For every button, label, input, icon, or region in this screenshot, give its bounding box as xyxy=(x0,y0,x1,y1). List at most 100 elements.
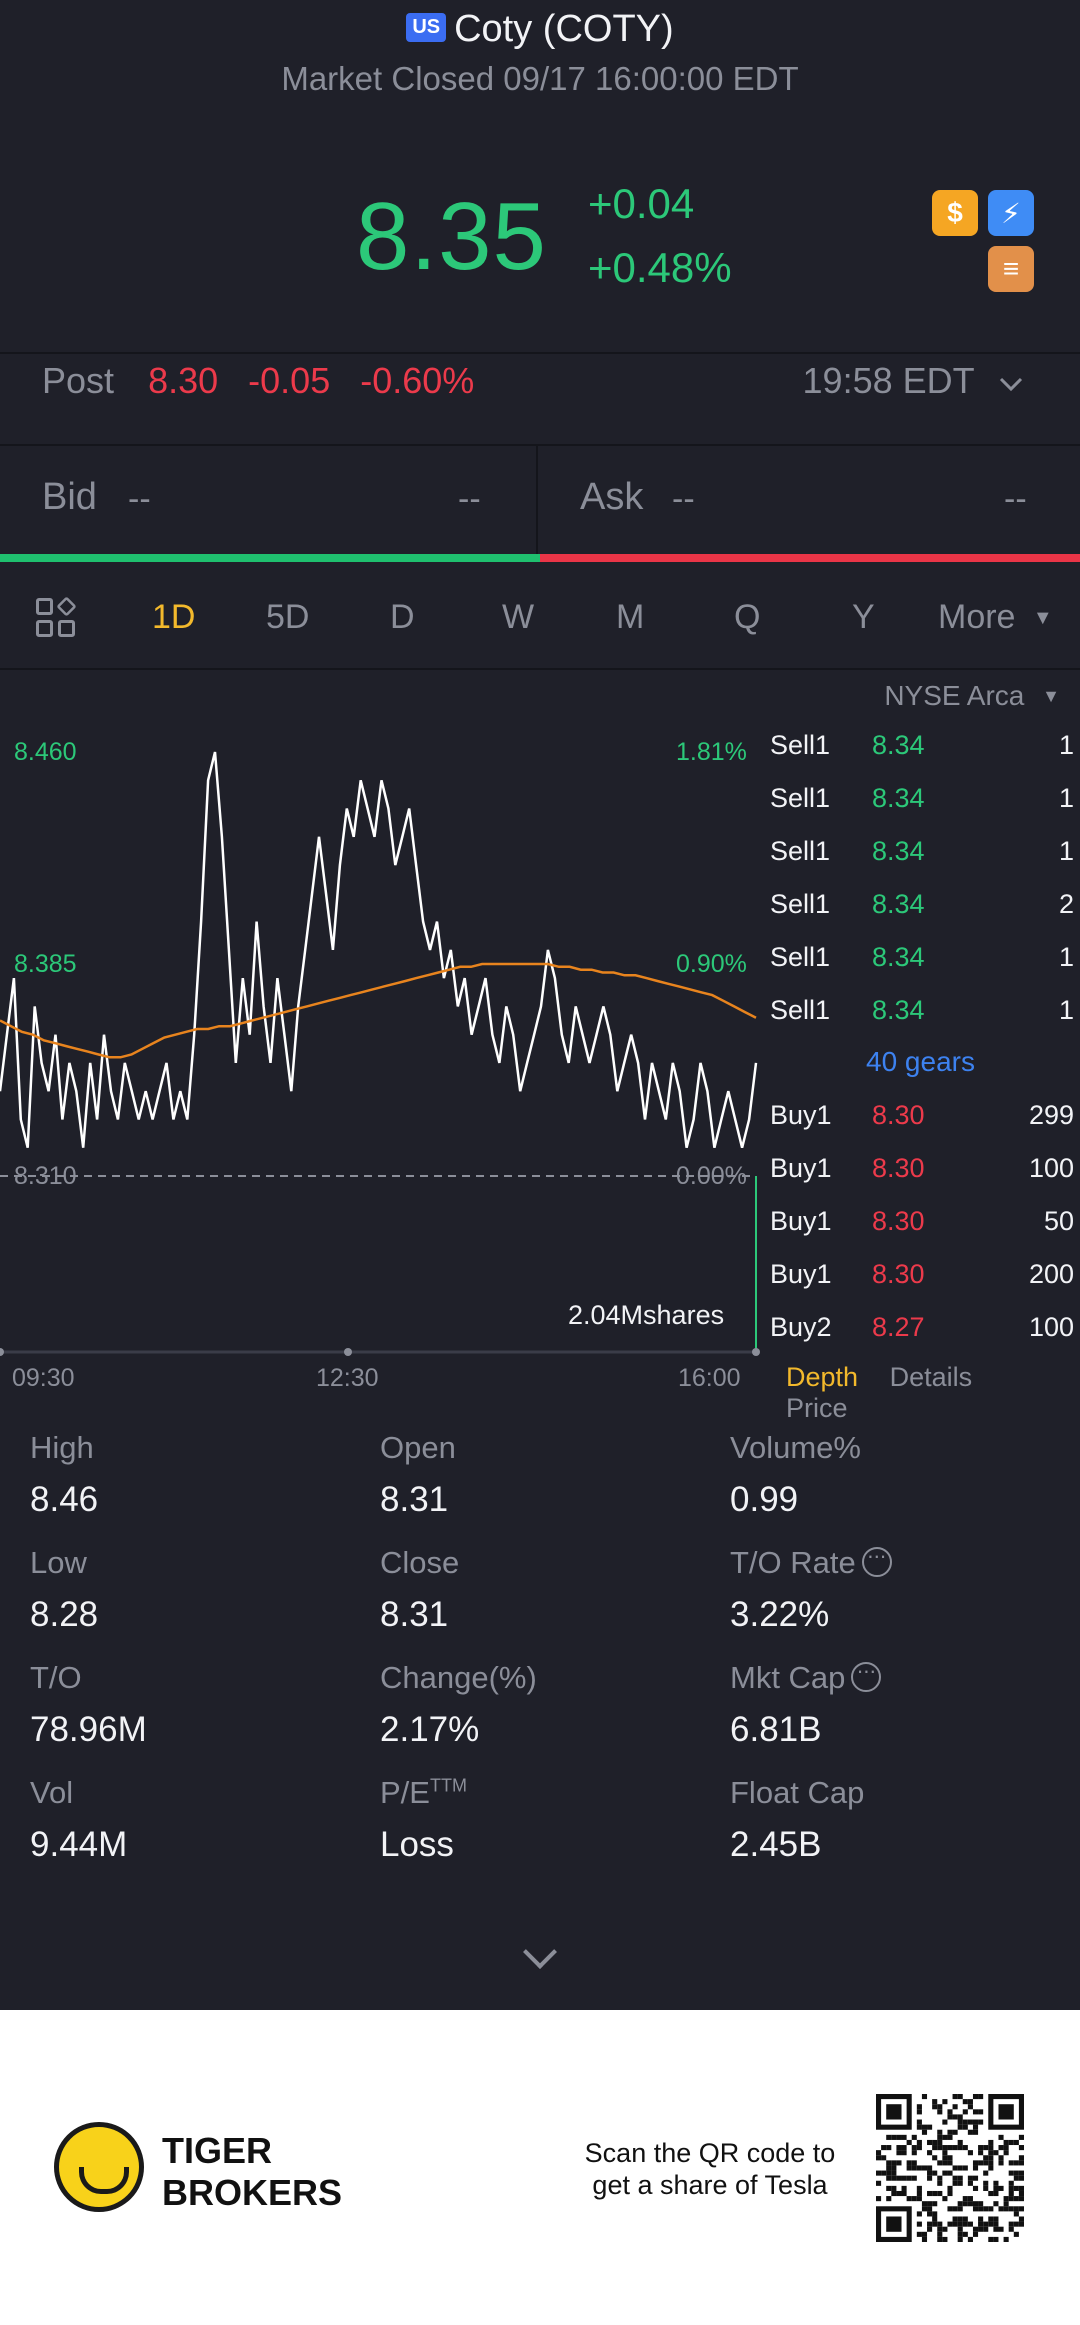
price-change-pct: +0.48% xyxy=(588,244,732,291)
sell-size: 1 xyxy=(1058,730,1074,760)
buy-level: Buy1 xyxy=(770,1259,832,1289)
post-time-selector[interactable]: 19:58 EDT xyxy=(803,360,1024,402)
sell-price: 8.34 xyxy=(872,889,925,919)
buy-row: Buy1 8.30 200 xyxy=(770,1259,1074,1312)
stat-label-text: Open xyxy=(380,1430,456,1465)
brand-line-2: BROKERS xyxy=(162,2172,343,2213)
more-info-icon[interactable] xyxy=(851,1658,882,1692)
sell-size: 1 xyxy=(1058,942,1074,972)
stat-label-text: Change(%) xyxy=(380,1660,537,1695)
sell-size: 1 xyxy=(1058,783,1074,813)
stat-label: Close xyxy=(380,1545,459,1581)
stock-name: Coty (COTY) xyxy=(454,8,674,50)
tab-d[interactable]: D xyxy=(390,598,415,636)
stack-icon[interactable]: ≡ xyxy=(988,246,1034,292)
bolt-icon[interactable]: ⚡ xyxy=(988,190,1034,236)
order-book[interactable]: Sell1 8.34 1 Sell1 8.34 1 Sell1 8.34 1 Sell1 8.34 1… xyxy=(770,718,1080,1348)
tab-more[interactable]: More ▼ xyxy=(938,598,1053,637)
buy-size: 100 xyxy=(1028,1153,1074,1183)
buy-size: 200 xyxy=(1028,1259,1074,1289)
stat-value: 78.96M xyxy=(30,1710,147,1749)
stat-label-text: Close xyxy=(380,1545,460,1580)
exchange-label: NYSE Arca xyxy=(884,680,1025,711)
stat-value: Loss xyxy=(380,1825,454,1864)
chevron-down-icon[interactable] xyxy=(523,1935,557,1969)
sell-level: Sell1 xyxy=(770,889,831,919)
stat-label-text: T/O xyxy=(30,1660,82,1695)
y-label-high: 8.460 xyxy=(14,738,77,766)
more-info-icon[interactable] xyxy=(861,1543,892,1577)
scan-text-1: Scan the QR code to xyxy=(584,2138,836,2168)
sell-price: 8.34 xyxy=(872,783,925,813)
exchange-selector[interactable]: NYSE Arca ▼ xyxy=(884,680,1060,712)
sell-size: 1 xyxy=(1058,836,1074,866)
sell-price: 8.34 xyxy=(872,995,925,1025)
sell-size: 2 xyxy=(1058,889,1074,919)
tab-1d[interactable]: 1D xyxy=(152,598,196,636)
buy-level: Buy1 xyxy=(770,1206,832,1236)
tab-m[interactable]: M xyxy=(616,598,645,636)
stat-label: Low xyxy=(30,1545,87,1581)
buy-row: Buy1 8.30 50 xyxy=(770,1206,1074,1259)
stat-value: 8.31 xyxy=(380,1595,449,1634)
y-pct-high: 1.81% xyxy=(676,738,747,766)
sell-price: 8.34 xyxy=(872,942,925,972)
dollar-icon[interactable]: $ xyxy=(932,190,978,236)
ask-price: -- xyxy=(672,480,695,518)
stat-label: T/O Rate xyxy=(730,1543,892,1581)
sell-row: Sell1 8.34 1 xyxy=(770,836,1074,889)
promo-footer: TIGER BROKERS Scan the QR code to get a … xyxy=(0,2010,1080,2325)
sell-level: Sell1 xyxy=(770,730,831,760)
post-market-row: Post 8.30 -0.05 -0.60% xyxy=(42,360,494,402)
order-book-tabs: Depth Details Price xyxy=(786,1362,1080,1424)
stat-label: Vol xyxy=(30,1775,73,1811)
buy-row: Buy1 8.30 100 xyxy=(770,1153,1074,1206)
avg-price-line xyxy=(0,962,757,1059)
sell-row: Sell1 8.34 1 xyxy=(770,995,1074,1048)
stat-label-text: Low xyxy=(30,1545,87,1580)
grid-icon[interactable] xyxy=(36,596,78,640)
buy-price: 8.30 xyxy=(872,1206,925,1236)
tab-5d[interactable]: 5D xyxy=(266,598,310,636)
stat-value: 0.99 xyxy=(730,1480,799,1519)
tab-details[interactable]: Details xyxy=(889,1362,973,1392)
stat-label-text: Mkt Cap xyxy=(730,1660,846,1695)
post-time: 19:58 EDT xyxy=(802,360,974,401)
stat-value: 2.17% xyxy=(380,1710,480,1749)
divider xyxy=(0,668,1080,670)
stat-label: High xyxy=(30,1430,94,1466)
x-tick-close: 16:00 xyxy=(678,1364,741,1392)
ask-label: Ask xyxy=(580,476,644,518)
market-badge: US xyxy=(406,13,447,42)
tab-price[interactable]: Price xyxy=(786,1393,848,1423)
y-label-mid: 8.385 xyxy=(14,950,77,978)
tab-q[interactable]: Q xyxy=(734,598,761,636)
bid-label: Bid xyxy=(42,476,97,518)
sell-level: Sell1 xyxy=(770,942,831,972)
sell-size: 1 xyxy=(1058,995,1074,1025)
time-tick-dot xyxy=(0,1348,4,1356)
sell-level: Sell1 xyxy=(770,783,831,813)
caret-down-icon: ▼ xyxy=(1042,686,1060,706)
stat-label-text: Volume% xyxy=(730,1430,861,1465)
stat-label: P/ETTM xyxy=(380,1775,467,1811)
caret-down-icon: ▼ xyxy=(1032,607,1053,629)
qr-code xyxy=(876,2094,1024,2242)
market-status: Market Closed 09/17 16:00:00 EDT xyxy=(281,60,799,97)
tab-depth[interactable]: Depth xyxy=(786,1362,859,1392)
ask-size: -- xyxy=(1004,480,1027,518)
tab-w[interactable]: W xyxy=(502,598,535,636)
gears-label[interactable]: 40 gears xyxy=(866,1046,975,1077)
stat-value: 2.45B xyxy=(730,1825,822,1864)
stat-label: Open xyxy=(380,1430,456,1466)
period-tabs: 1D 5D D W M Q Y More ▼ xyxy=(0,580,1080,670)
sell-row: Sell1 8.34 1 xyxy=(770,730,1074,783)
buy-size: 100 xyxy=(1028,1312,1074,1342)
stat-label-text: High xyxy=(30,1430,94,1465)
time-tick-dot xyxy=(344,1348,352,1356)
pe-superscript: TTM xyxy=(429,1775,467,1796)
tiger-logo xyxy=(54,2122,144,2212)
intraday-chart[interactable] xyxy=(0,700,760,1360)
price-change: +0.04 xyxy=(588,180,695,227)
tab-y[interactable]: Y xyxy=(852,598,875,636)
